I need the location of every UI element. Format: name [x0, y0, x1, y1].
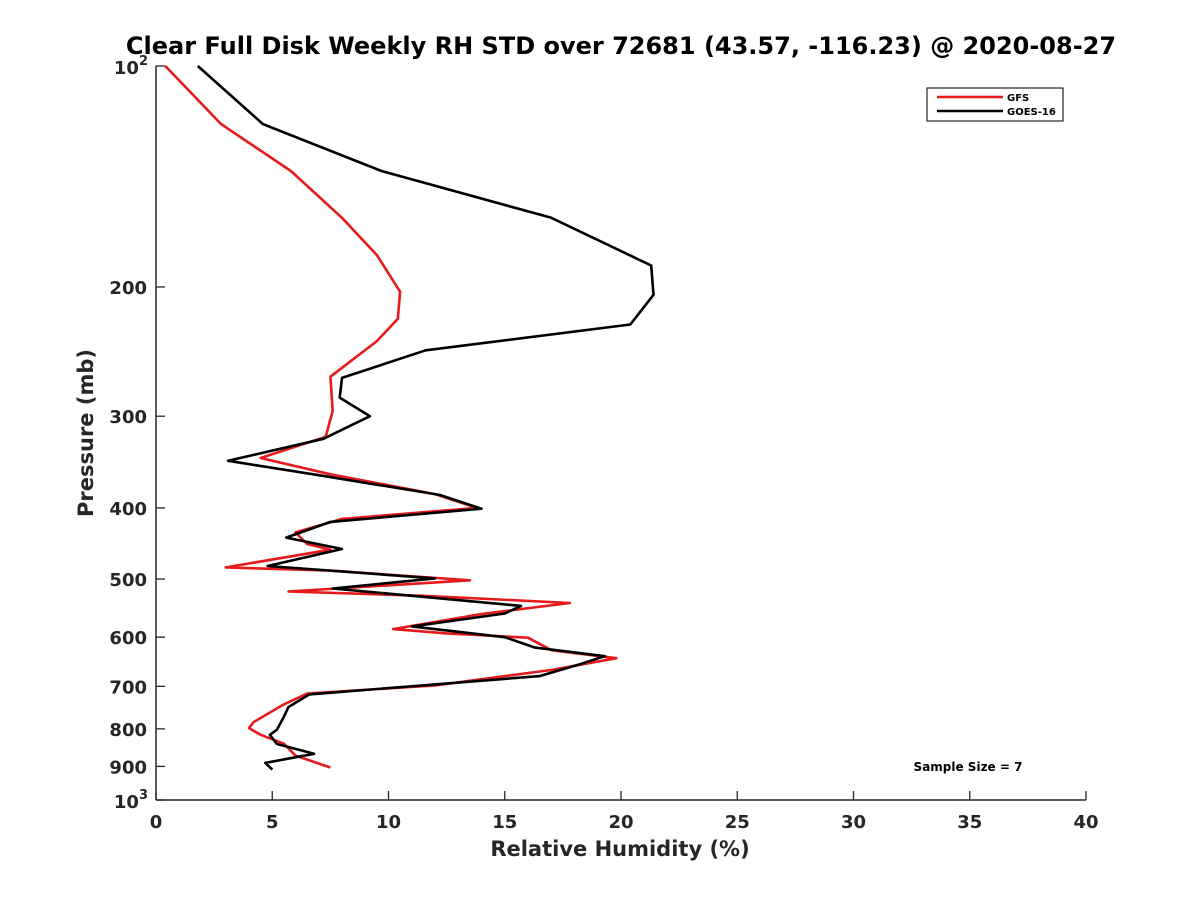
y-tick-label: 103: [114, 788, 148, 813]
x-tick-label: 0: [150, 812, 163, 833]
sample-size-annotation: Sample Size = 7: [914, 760, 1023, 774]
y-tick-label: 500: [109, 570, 147, 591]
legend-label: GFS: [1007, 93, 1029, 104]
y-tick-base: 10: [114, 58, 139, 79]
x-tick-label: 35: [957, 812, 982, 833]
x-tick-label: 5: [266, 812, 279, 833]
y-tick-label: 102: [114, 54, 148, 79]
x-tick-label: 10: [376, 812, 401, 833]
y-tick-label: 600: [109, 628, 147, 649]
x-tick-label: 30: [841, 812, 866, 833]
x-axis-label: Relative Humidity (%): [490, 837, 749, 861]
x-tick-label: 20: [608, 812, 633, 833]
series-line-goes-16: [196, 65, 655, 771]
y-tick-label: 800: [109, 720, 147, 741]
series-layer: [164, 65, 655, 771]
legend: GFS GOES-16: [926, 87, 1064, 122]
y-tick-label: 900: [109, 757, 147, 778]
y-tick-label: 700: [109, 677, 147, 698]
x-tick-label: 25: [725, 812, 750, 833]
y-axis-label: Pressure (mb): [74, 349, 98, 517]
y-tick-label: 400: [109, 499, 147, 520]
axes: 0 5 10 15 20 25 30 35 40102200300400500600700800…: [109, 54, 1098, 833]
legend-box: [926, 87, 1064, 122]
chart-title: Clear Full Disk Weekly RH STD over 72681…: [126, 32, 1116, 60]
legend-label: GOES-16: [1007, 107, 1056, 118]
y-tick-label: 300: [109, 407, 147, 428]
x-tick-label: 15: [492, 812, 517, 833]
y-tick-exponent: 3: [139, 788, 148, 803]
y-tick-label: 200: [109, 278, 147, 299]
y-tick-exponent: 2: [139, 54, 148, 69]
x-tick-label: 40: [1073, 812, 1098, 833]
y-tick-base: 10: [114, 792, 139, 813]
